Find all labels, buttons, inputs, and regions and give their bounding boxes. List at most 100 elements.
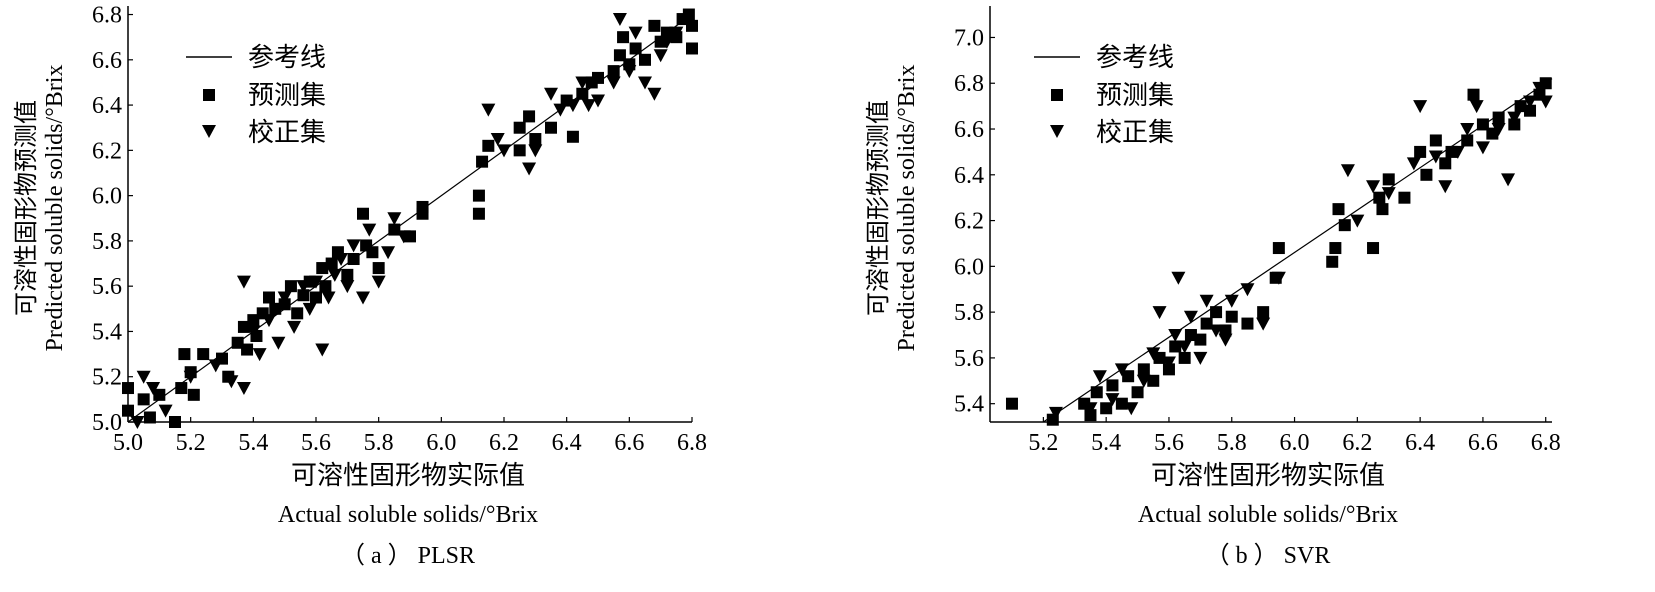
- prediction-point: [513, 144, 526, 157]
- calibration-point: [1523, 95, 1538, 109]
- prediction-point: [523, 110, 536, 123]
- legend-label-reference: 参考线: [1096, 43, 1174, 72]
- prediction-point: [319, 280, 332, 293]
- panel-b-svr: 5.2 5.4 5.6 5.8 6.0 6.2 6.4 6.6 6.8 5.4 5.6 5.8 6.0…: [865, 6, 1561, 569]
- calibration-point: [565, 99, 580, 113]
- y-tick-label: 6.8: [954, 71, 984, 97]
- legend-label-prediction: 预测集: [1096, 81, 1174, 110]
- calibration-point: [490, 133, 505, 147]
- prediction-point: [153, 388, 166, 401]
- prediction-point: [1090, 386, 1103, 399]
- calibration-point: [1450, 145, 1465, 159]
- panel-a-caption: （ a ） PLSR: [341, 543, 475, 569]
- prediction-point: [1461, 134, 1474, 147]
- calibration-point: [1532, 81, 1547, 95]
- calibration-point: [612, 13, 627, 27]
- calibration-point: [1171, 271, 1186, 285]
- calibration-point: [1218, 333, 1233, 347]
- calibration-point: [591, 94, 605, 108]
- calibration-point: [356, 291, 370, 305]
- prediction-point: [1153, 351, 1166, 364]
- prediction-point: [416, 207, 429, 220]
- calibration-point: [628, 26, 643, 40]
- calibration-point: [1428, 150, 1443, 164]
- prediction-point: [1210, 306, 1223, 319]
- y-tick-label: 5.0: [92, 410, 122, 436]
- prediction-point: [1225, 310, 1238, 323]
- prediction-point: [686, 42, 698, 55]
- prediction-point: [175, 382, 188, 395]
- prediction-point: [310, 291, 322, 304]
- calibration-point: [1152, 306, 1167, 320]
- calibration-point: [271, 336, 286, 350]
- calibration-point: [387, 212, 402, 226]
- x-tick-label: 6.0: [426, 430, 456, 456]
- prediction-point: [1476, 118, 1489, 131]
- prediction-point: [566, 130, 579, 143]
- prediction-point: [231, 336, 244, 349]
- calibration-point: [575, 76, 590, 90]
- y-axis-label-en: Predicted soluble solids/°Brix: [894, 65, 920, 352]
- prediction-point: [291, 307, 304, 320]
- y-axis-label-en: Predicted soluble solids/°Brix: [42, 65, 68, 352]
- prediction-point: [1338, 219, 1351, 232]
- x-tick-label: 6.8: [1531, 430, 1561, 456]
- prediction-point: [629, 42, 642, 55]
- calibration-point: [659, 35, 674, 49]
- legend-triangle-marker-icon: [1050, 125, 1064, 138]
- y-tick-label: 6.4: [92, 93, 122, 119]
- prediction-point: [1115, 397, 1128, 410]
- x-tick-label: 6.4: [1405, 430, 1435, 456]
- calibration-point: [1092, 370, 1107, 384]
- calibration-point: [622, 65, 637, 79]
- calibration-point: [1350, 214, 1365, 228]
- prediction-point: [1122, 370, 1135, 383]
- calibration-point: [1538, 95, 1553, 109]
- panel-a-plsr: 5.0 5.2 5.4 5.6 5.8 6.0 6.2 6.4 6.6 6.8 5.0 5.2 5.4…: [13, 3, 707, 569]
- prediction-point: [1439, 157, 1452, 170]
- prediction-point: [639, 53, 651, 66]
- calibration-point: [1124, 402, 1139, 416]
- calibration-point: [136, 370, 151, 384]
- calibration-point: [236, 382, 251, 396]
- calibration-point: [481, 103, 496, 117]
- prediction-point: [1414, 145, 1427, 158]
- prediction-point: [1486, 127, 1499, 140]
- y-tick-label: 6.8: [92, 3, 122, 29]
- calibration-point: [581, 99, 596, 113]
- calibration-point: [1469, 100, 1484, 114]
- prediction-point: [237, 320, 250, 333]
- y-tick-label: 6.6: [954, 117, 984, 143]
- calibration-point: [1168, 329, 1183, 343]
- calibration-point: [1209, 324, 1224, 338]
- calibration-point: [381, 246, 396, 260]
- x-tick-label: 6.6: [1468, 430, 1498, 456]
- prediction-point: [297, 289, 310, 302]
- prediction-point: [388, 223, 401, 236]
- calibration-point: [371, 275, 386, 289]
- prediction-point: [1178, 351, 1191, 364]
- calibration-point: [277, 291, 292, 305]
- x-tick-label: 5.6: [301, 430, 331, 456]
- calibration-point: [528, 144, 543, 158]
- x-axis-label-en: Actual soluble solids/°Brix: [278, 502, 538, 528]
- calibration-point: [334, 253, 349, 267]
- prediction-point: [1005, 397, 1018, 410]
- calibration-point: [236, 275, 251, 289]
- calibration-point: [1491, 123, 1506, 137]
- prediction-point: [472, 189, 485, 202]
- calibration-point: [315, 343, 330, 357]
- prediction-point: [178, 348, 191, 361]
- calibration-point: [1366, 180, 1381, 194]
- prediction-point: [682, 8, 695, 21]
- prediction-point: [1373, 191, 1386, 204]
- calibration-point: [208, 359, 223, 373]
- panel-a-y-axis-label: 可溶性固形物预测值 Predicted soluble solids/°Brix: [13, 65, 68, 352]
- prediction-point: [347, 253, 360, 266]
- prediction-point: [1524, 104, 1537, 117]
- prediction-point: [284, 280, 297, 293]
- panel-a-legend: 参考线 预测集 校正集: [186, 43, 326, 147]
- calibration-point: [224, 375, 239, 389]
- prediction-point: [1184, 329, 1197, 342]
